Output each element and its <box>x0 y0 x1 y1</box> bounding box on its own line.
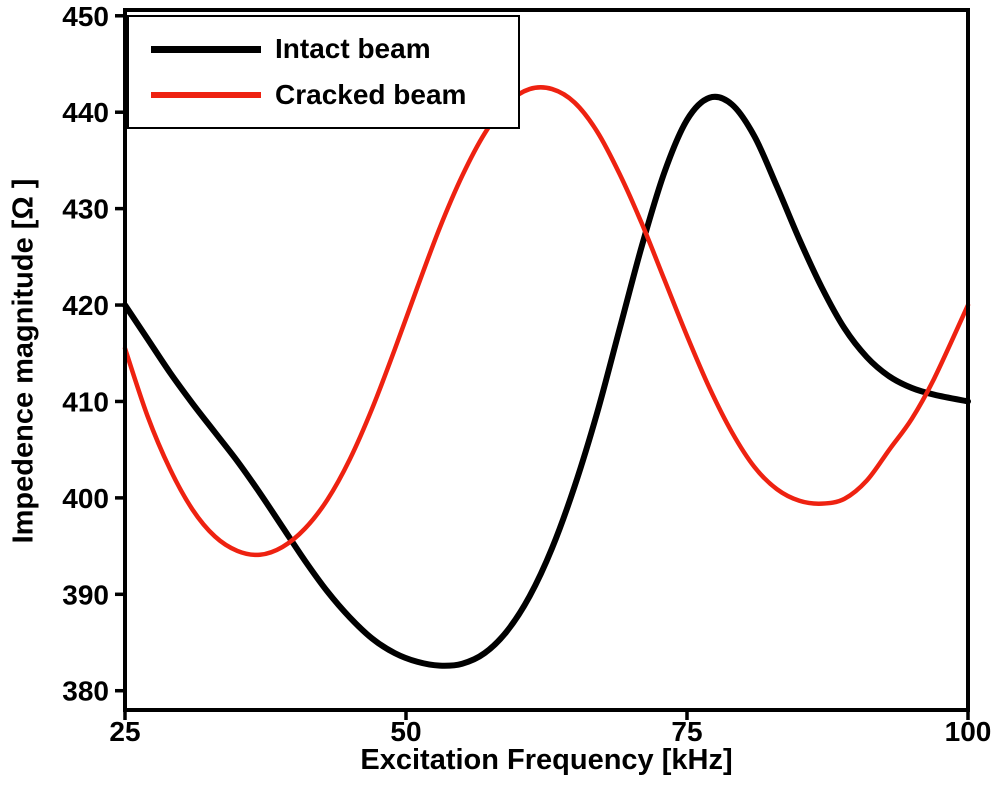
y-tick-label-410: 410 <box>62 386 109 417</box>
x-tick-label-75: 75 <box>671 716 702 747</box>
legend-label-intact-beam: Intact beam <box>275 33 431 64</box>
legend-label-cracked-beam: Cracked beam <box>275 79 467 110</box>
y-tick-label-440: 440 <box>62 97 109 128</box>
legend-item-intact-beam: Intact beam <box>151 35 518 63</box>
legend-item-cracked-beam: Cracked beam <box>151 81 518 109</box>
intact-beam-curve <box>122 93 971 669</box>
cracked-beam-line-sample <box>151 92 261 98</box>
y-axis-title: Impedence magnitude [Ω ] <box>7 178 40 544</box>
x-tick-label-100: 100 <box>945 716 992 747</box>
x-tick-label-50: 50 <box>390 716 421 747</box>
y-tick-label-450: 450 <box>62 1 109 32</box>
y-tick-label-380: 380 <box>62 676 109 707</box>
intact-beam-line-sample <box>151 45 261 53</box>
legend: Intact beam Cracked beam <box>127 15 520 129</box>
x-tick-label-25: 25 <box>109 716 140 747</box>
x-axis-title: Excitation Frequency [kHz] <box>360 744 733 776</box>
y-tick-label-420: 420 <box>62 290 109 321</box>
plot-frame <box>123 8 970 712</box>
y-tick-label-390: 390 <box>62 579 109 610</box>
y-tick-label-400: 400 <box>62 483 109 514</box>
y-tick-label-430: 430 <box>62 194 109 225</box>
cracked-beam-curve <box>122 85 971 558</box>
